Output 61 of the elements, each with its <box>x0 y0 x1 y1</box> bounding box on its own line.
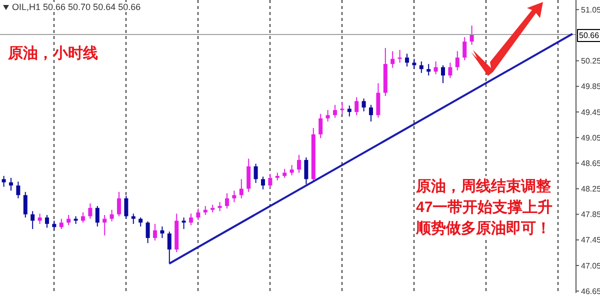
candlestick <box>182 217 186 230</box>
candlestick <box>268 174 272 189</box>
candlestick <box>405 53 409 68</box>
candlestick <box>426 63 431 76</box>
candlestick <box>38 213 42 224</box>
candlestick <box>117 191 121 217</box>
candlestick <box>354 96 359 116</box>
candlestick <box>153 223 157 242</box>
candlestick <box>369 104 373 122</box>
candlestick <box>419 60 424 74</box>
candlestick <box>297 154 301 174</box>
candlestick <box>246 158 251 192</box>
candlestick <box>146 220 150 244</box>
candlestick <box>462 36 467 61</box>
candlestick <box>412 58 416 70</box>
candlestick <box>290 164 294 176</box>
candlestick <box>232 190 236 203</box>
candlestick <box>52 220 56 231</box>
candlestick <box>16 181 20 199</box>
annotation: 原油，周线结束调整 <box>416 176 551 197</box>
candlestick <box>239 178 244 199</box>
candlestick <box>362 98 366 112</box>
candlestick <box>318 113 323 139</box>
candlestick <box>196 208 200 221</box>
candlestick <box>304 156 308 185</box>
candlestick <box>225 192 229 210</box>
candlestick <box>45 214 49 228</box>
candlestick <box>124 195 128 220</box>
candlestick <box>131 213 136 224</box>
annotation: 原油，小时线 <box>8 44 98 63</box>
candlestick <box>23 191 28 218</box>
chart-title: OIL,H1 50.66 50.70 50.64 50.66 <box>12 2 141 12</box>
candlestick <box>455 50 460 71</box>
candlestick <box>376 82 380 118</box>
candlestick <box>326 110 330 122</box>
candlestick <box>398 49 402 64</box>
candlestick <box>59 218 64 230</box>
candlestick <box>470 25 474 46</box>
candlestick <box>347 105 352 117</box>
candlestick <box>88 202 92 220</box>
candlestick <box>390 50 395 68</box>
candlestick <box>81 212 85 224</box>
candlestick <box>434 60 438 75</box>
candlestick <box>189 213 193 226</box>
candlestick <box>448 62 452 79</box>
candlestick <box>30 210 35 230</box>
candlestick <box>167 231 172 264</box>
candlestick <box>441 64 445 84</box>
candlestick <box>160 226 164 238</box>
candlestick <box>66 214 71 226</box>
candlestick <box>261 176 265 190</box>
annotation: 47一带开始支撑上升 <box>416 197 553 218</box>
candlestick <box>102 214 107 236</box>
candlestick <box>254 163 258 184</box>
candlestick <box>2 175 6 188</box>
annotation: 顺势做多原油即可！ <box>416 218 551 239</box>
candlestick <box>110 209 114 222</box>
ref-line-label: 50.66 <box>577 28 600 42</box>
candlestick <box>333 104 337 118</box>
candlestick <box>9 177 13 192</box>
candlestick <box>95 205 100 227</box>
